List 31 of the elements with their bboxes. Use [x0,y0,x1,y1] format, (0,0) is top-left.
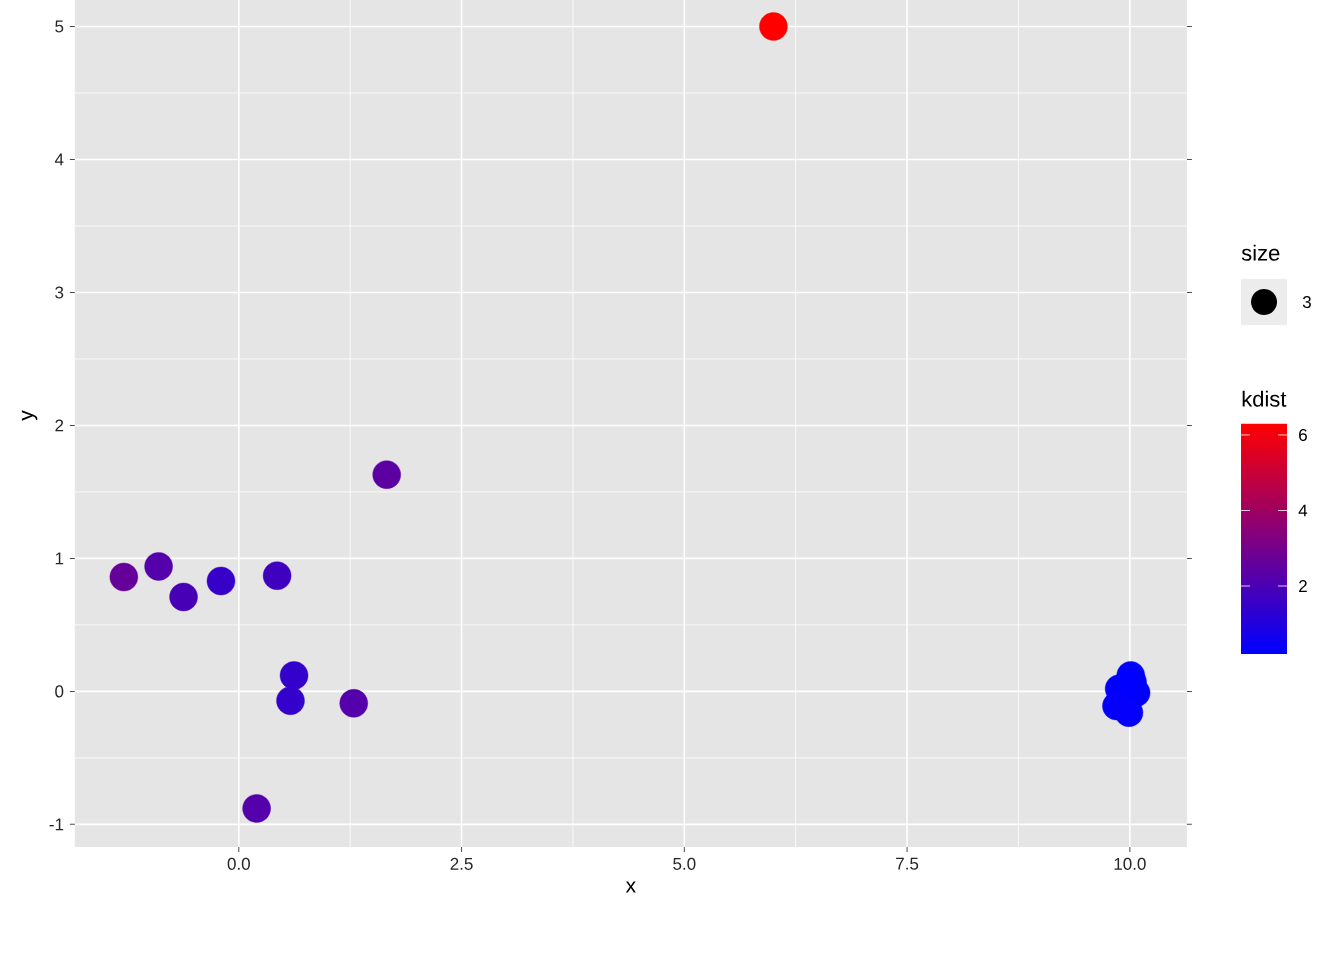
point [206,566,236,596]
y-tick-label: -1 [49,818,64,831]
y-tick-label: 0 [55,685,64,698]
point [169,582,198,612]
y-tick-label: 3 [55,286,64,299]
y-tick-label: 1 [55,552,64,565]
point [372,460,401,489]
x-tick-label: 5.0 [673,857,696,870]
point [759,12,788,41]
color-bar-title: kdist [1242,390,1287,407]
point [144,552,173,581]
y-axis-title: y [21,410,38,421]
y-tick-label: 5 [55,20,64,33]
point [279,661,309,690]
color-bar-label: 4 [1298,504,1308,517]
point [109,562,139,592]
y-tick-label: 2 [55,419,64,432]
legend-title: size [1241,244,1280,261]
x-tick-label: 2.5 [450,857,473,870]
x-tick-label: 10.0 [1114,857,1146,870]
point [242,794,271,823]
color-bar-label: 6 [1299,428,1307,441]
y-tick-label: 4 [54,153,64,166]
point [262,561,292,590]
x-tick-label: 7.5 [896,857,919,870]
point [339,689,368,718]
x-axis-title: x [625,881,636,893]
point [276,686,305,715]
color-bar-label: 2 [1299,580,1307,592]
x-tick-label: 0.0 [227,857,250,870]
text: 3 [1302,295,1311,309]
